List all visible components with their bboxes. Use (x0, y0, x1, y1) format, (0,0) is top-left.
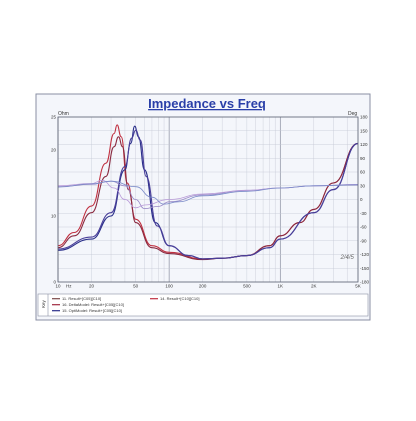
x-tick-label: 200 (199, 284, 207, 289)
right-tick-label: -180 (360, 280, 370, 285)
right-axis-label: Deg (348, 111, 357, 117)
series-line-2 (57, 136, 359, 261)
right-tick-label: 180 (360, 115, 368, 120)
right-tick-label: 0 (360, 197, 363, 202)
legend-side-label: Key (41, 299, 46, 308)
x-tick-label: 50 (133, 284, 139, 289)
legend-item: 14. Result+[C10][C10] (160, 296, 199, 301)
left-axis-label: Ohm (58, 111, 69, 117)
x-tick-label: 20 (89, 284, 95, 289)
series-layer (57, 124, 359, 261)
right-tick-label: -150 (360, 266, 370, 271)
right-tick-label: 30 (360, 183, 366, 188)
left-tick-label: 25 (51, 115, 57, 120)
right-tick-label: -90 (360, 238, 367, 243)
series-line-4 (57, 129, 359, 260)
chart-title: Impedance vs Freq (148, 96, 266, 111)
right-tick-label: 150 (360, 128, 368, 133)
left-tick-label: 0 (53, 280, 56, 285)
x-tick-label: 1K (278, 284, 284, 289)
right-tick-label: 90 (360, 156, 366, 161)
right-tick-label: -120 (360, 252, 370, 257)
left-tick-label: 20 (51, 148, 57, 153)
x-tick-label: 500 (243, 284, 251, 289)
plot-frame (57, 116, 359, 283)
x-tick-label: 2K (311, 284, 317, 289)
left-tick-label: 10 (51, 214, 57, 219)
x-tick-label: 100 (165, 284, 173, 289)
x-tick-label: 10 (55, 284, 61, 289)
x-unit-label: Hz (66, 284, 72, 289)
annotation-layer: 2/4/5 (340, 255, 355, 261)
right-tick-label: -60 (360, 225, 367, 230)
right-tick-label: 60 (360, 170, 366, 175)
legend-box (37, 293, 369, 317)
legend-item: 11. Result+[C05][C10] (62, 296, 101, 301)
x-tick-label: 5K (355, 284, 361, 289)
legend-item: 16. DeltaModel: Result+[C05][C10] (62, 302, 124, 307)
handwritten-annotation: 2/4/5 (340, 255, 355, 261)
legend-item: 15. OptiModel: Result+[C05][C10] (62, 308, 122, 313)
legend-layer: 11. Result+[C05][C10]16. DeltaModel: Res… (52, 296, 199, 313)
right-tick-label: -30 (360, 211, 367, 216)
right-tick-label: 120 (360, 142, 368, 147)
series-line-7 (57, 180, 359, 205)
